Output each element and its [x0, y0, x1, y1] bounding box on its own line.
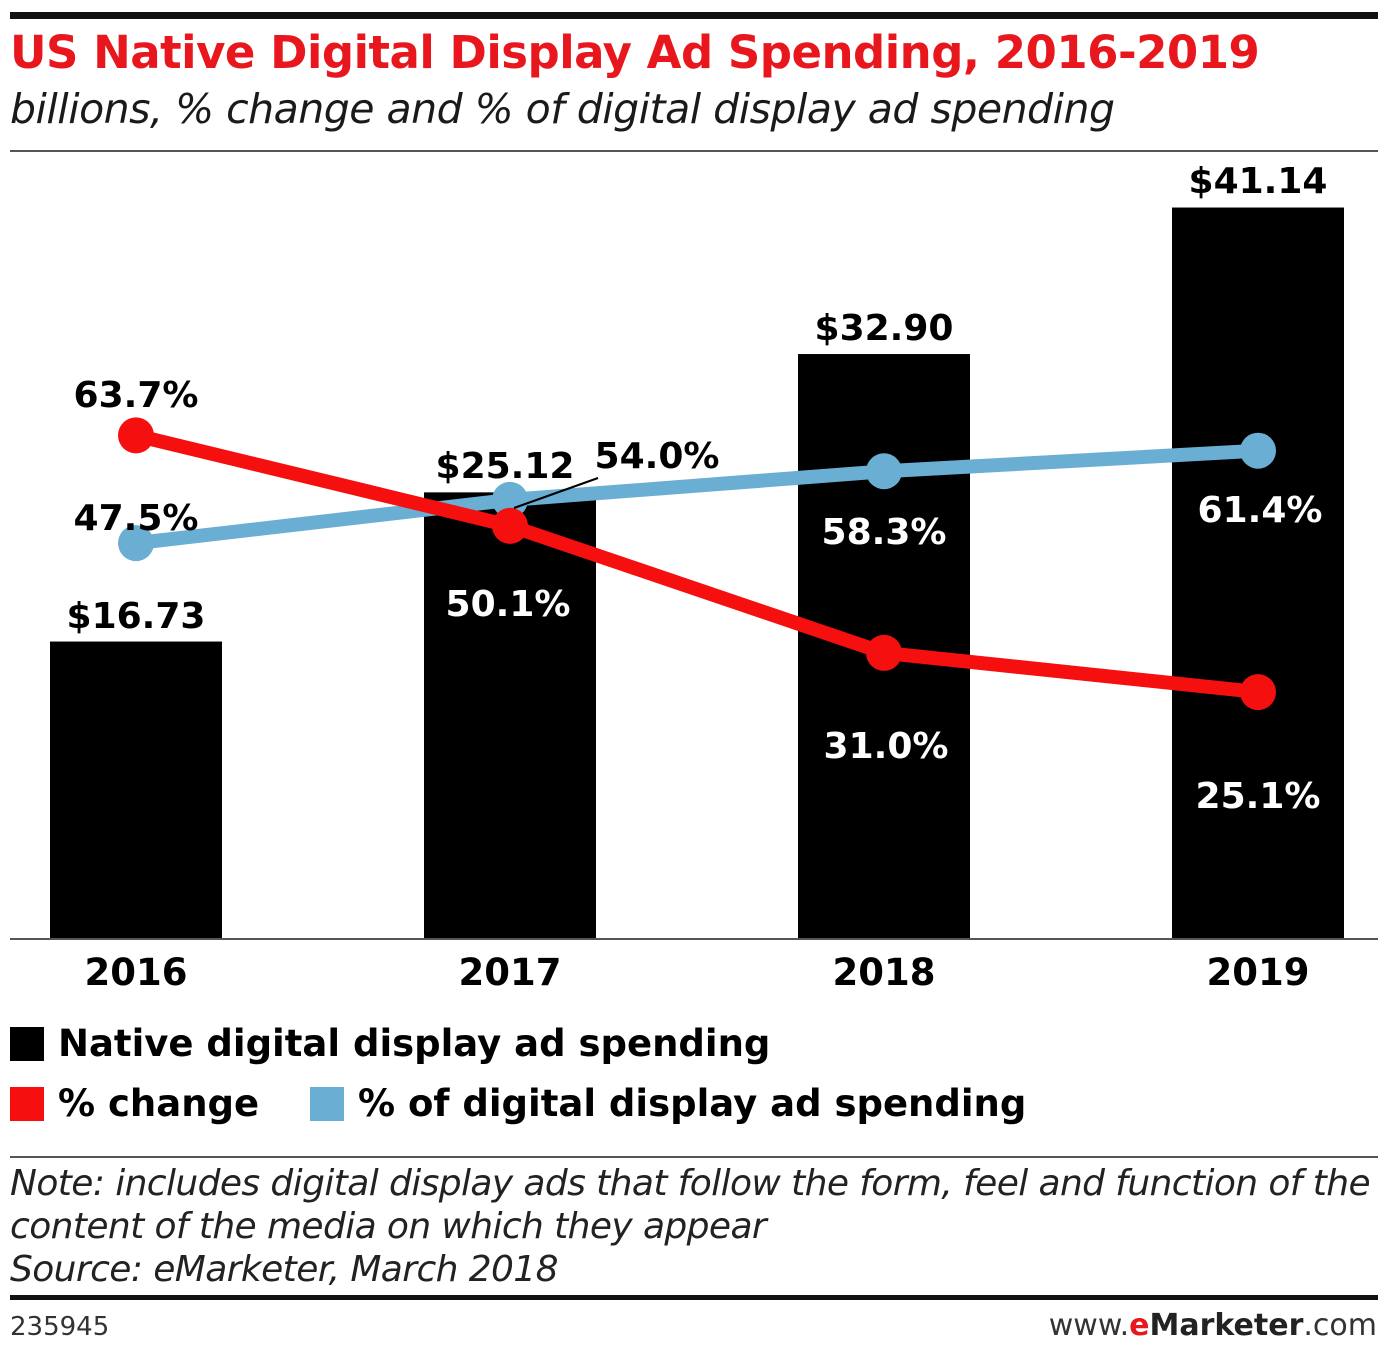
- bars-layer: [50, 207, 1344, 940]
- legend-label-spending: Native digital display ad spending: [58, 1022, 771, 1065]
- share-point-2017: [492, 481, 528, 518]
- legend-swatch-change: [10, 1086, 44, 1121]
- change-label-2018: 31.0%: [824, 726, 949, 767]
- footnote-source: Source: eMarketer, March 2018: [10, 1249, 559, 1290]
- share-label-leader-2017: [513, 477, 599, 509]
- x-tick-2018: 2018: [833, 951, 936, 994]
- share-label-2018: 58.3%: [822, 512, 947, 553]
- brand-prefix: www.: [1048, 1308, 1130, 1343]
- bottom-rule: [10, 1295, 1378, 1300]
- bar-label-2017: $25.12: [436, 446, 575, 487]
- legend-swatch-spending: [10, 1026, 44, 1061]
- legend-row-2: % change % of digital display ad spendin…: [10, 1082, 1064, 1130]
- change-point-2017: [492, 507, 528, 544]
- chart-id: 235945: [10, 1312, 110, 1342]
- share-label-2016: 47.5%: [74, 498, 199, 539]
- x-tick-2016: 2016: [85, 951, 188, 994]
- change-point-2018: [866, 634, 902, 671]
- footnote-note: Note: includes digital display ads that …: [10, 1163, 1371, 1247]
- share-point-2016: [118, 525, 154, 562]
- change-label-2017: 50.1%: [446, 584, 571, 625]
- bar-label-2016: $16.73: [67, 596, 206, 637]
- legend-item-spending: Native digital display ad spending: [10, 1022, 770, 1065]
- share-point-2018: [866, 453, 902, 490]
- brand-suffix: .com: [1303, 1308, 1377, 1343]
- change-label-2019: 25.1%: [1196, 776, 1321, 817]
- legend-swatch-share: [310, 1086, 345, 1121]
- bar-label-2018: $32.90: [815, 308, 954, 349]
- legend-label-change: % change: [58, 1082, 260, 1125]
- bar-2019: [1172, 207, 1344, 939]
- legend-label-share: % of digital display ad spending: [358, 1082, 1027, 1125]
- share-label-2017: 54.0%: [595, 436, 720, 477]
- legend-item-share: % of digital display ad spending: [310, 1082, 1026, 1125]
- chart-title: US Native Digital Display Ad Spending, 2…: [10, 26, 1260, 79]
- lines-layer: [118, 417, 1276, 711]
- chart-svg: $16.73 $25.12 $32.90 $41.14 63.7% 50.1% 31.0% 2…: [10, 161, 1378, 994]
- bar-label-2019: $41.14: [1189, 161, 1328, 202]
- chart-subtitle: billions, % change and % of digital disp…: [10, 85, 1115, 133]
- x-tick-2019: 2019: [1207, 951, 1310, 994]
- change-point-2019: [1240, 674, 1276, 711]
- brand-name: Marketer: [1149, 1308, 1304, 1343]
- footnote: Note: includes digital display ads that …: [10, 1162, 1380, 1291]
- brand-e: e: [1129, 1308, 1150, 1343]
- change-point-2016: [118, 417, 154, 454]
- bar-2017: [424, 492, 596, 939]
- change-line: [129, 428, 1265, 700]
- subtitle-rule: [10, 150, 1378, 152]
- labels-layer: $16.73 $25.12 $32.90 $41.14 63.7% 50.1% 31.0% 2…: [67, 161, 1328, 994]
- share-label-2019: 61.4%: [1198, 490, 1323, 531]
- top-rule: [10, 12, 1378, 19]
- x-tick-2017: 2017: [459, 951, 562, 994]
- share-line: [129, 443, 1265, 551]
- change-label-2016: 63.7%: [74, 375, 199, 416]
- legend-item-change: % change: [10, 1082, 259, 1125]
- legend-row-1: Native digital display ad spending: [10, 1022, 808, 1070]
- bar-2016: [50, 641, 222, 939]
- share-point-2019: [1240, 432, 1276, 469]
- brand-url[interactable]: www.eMarketer.com: [1049, 1308, 1377, 1343]
- note-rule: [10, 1156, 1378, 1158]
